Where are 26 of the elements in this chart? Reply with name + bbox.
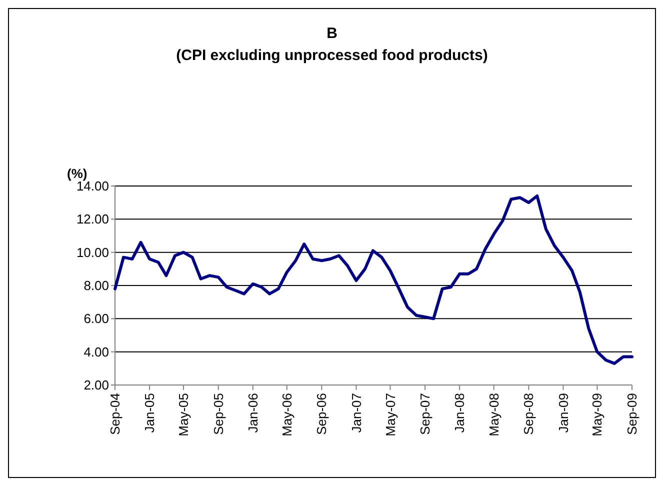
x-tick-label: Jan-07 [348,393,364,433]
x-tick-label: Jan-05 [142,393,158,433]
y-tick-label: 4.00 [84,344,109,360]
y-tick-label: 6.00 [84,311,109,326]
x-tick-label: May-06 [279,393,294,436]
x-tick-label: Sep-06 [314,393,330,435]
x-tick-label: May-09 [590,393,605,436]
line-series [114,194,634,365]
y-tick-label: 12.00 [76,212,109,227]
x-tick-label: Jan-06 [245,393,260,433]
x-tick-label: Sep-07 [418,393,433,435]
y-axis-title: (%) [67,166,88,181]
y-tick-label: 10.00 [76,244,109,260]
x-tick-label: May-07 [382,393,398,436]
y-tick-label: 2.00 [84,378,109,393]
x-tick-label: May-05 [176,393,192,436]
chart-title: B [326,25,338,42]
x-tick-label: Jan-08 [452,393,468,433]
x-tick-label: Sep-08 [521,393,536,435]
chart-subtitle: (CPI excluding unprocessed food products) [176,47,488,64]
x-tick-label: May-08 [486,393,502,436]
y-tick-label: 8.00 [84,278,109,294]
x-tick-label: Sep-05 [210,393,226,435]
x-tick-label: Sep-04 [108,393,123,435]
x-tick-label: Jan-09 [556,393,571,433]
x-tick-label: Sep-09 [624,393,640,435]
